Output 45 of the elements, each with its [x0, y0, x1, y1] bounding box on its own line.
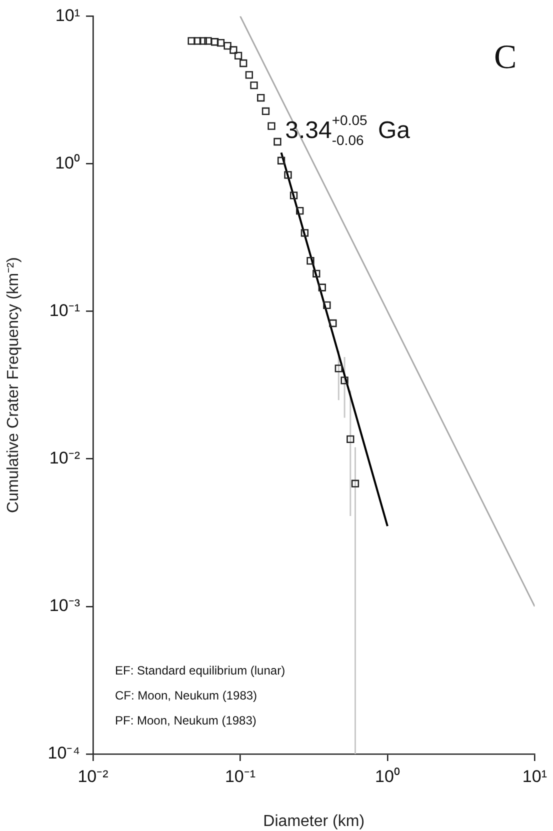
y-tick-label: 10⁻³ [49, 596, 80, 616]
point [329, 319, 337, 328]
point [277, 156, 286, 164]
point [296, 206, 304, 215]
point [306, 256, 314, 265]
point [188, 37, 196, 45]
annotation: C [494, 39, 517, 76]
point [240, 59, 248, 68]
point [199, 37, 207, 45]
annotation: EF: Standard equilibrium (lunar) [115, 664, 286, 678]
point [257, 94, 265, 102]
point [262, 107, 270, 116]
y-axis-title: Cumulative Crater Frequency (km⁻²) [5, 257, 22, 513]
y-tick-label: 10⁻¹ [49, 301, 80, 320]
point [318, 284, 326, 292]
annotation: PF: Moon, Neukum (1983) [115, 714, 256, 728]
point [346, 435, 354, 444]
x-tick-label: 10⁰ [375, 766, 400, 786]
point [216, 38, 225, 47]
point [334, 364, 342, 372]
y-tick-label: 10¹ [55, 6, 80, 25]
point [210, 38, 219, 46]
point [245, 71, 254, 79]
point [351, 480, 360, 488]
point [194, 37, 202, 45]
point [340, 376, 348, 384]
point [224, 42, 232, 50]
y-tick-label: 10⁻⁴ [48, 744, 80, 763]
y-tick-label: 10⁰ [55, 153, 80, 172]
point [204, 37, 212, 45]
point [323, 301, 331, 310]
x-tick-label: 10⁻² [78, 766, 109, 786]
x-tick-label: 10¹ [522, 766, 548, 786]
point [312, 270, 320, 278]
point [250, 82, 258, 90]
point [290, 192, 298, 200]
point [234, 52, 242, 60]
point [284, 171, 292, 179]
x-tick-label: 10⁻¹ [224, 766, 256, 786]
point [274, 138, 282, 146]
annotation: CF: Moon, Neukum (1983) [115, 688, 258, 703]
y-tick-label: 10⁻² [49, 448, 80, 468]
x-axis-title: Diameter (km) [263, 812, 365, 830]
point [268, 122, 276, 130]
point [300, 229, 309, 237]
